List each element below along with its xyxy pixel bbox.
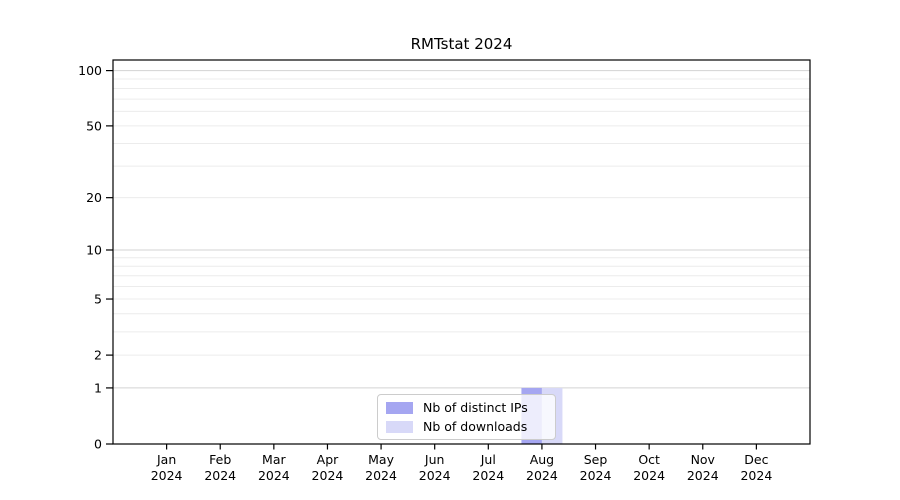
x-tick-label-year: 2024 (687, 468, 719, 483)
x-tick-label-year: 2024 (580, 468, 612, 483)
x-tick-label-year: 2024 (526, 468, 558, 483)
y-tick-label: 100 (78, 63, 102, 78)
x-tick-label-month: Mar (262, 452, 286, 467)
y-tick-label: 50 (86, 118, 102, 133)
y-tick-label: 1 (94, 380, 102, 395)
x-tick-label-month: May (368, 452, 394, 467)
x-tick-label-year: 2024 (740, 468, 772, 483)
legend-label-downloads: Nb of downloads (423, 419, 528, 434)
x-tick-label-month: Apr (317, 452, 339, 467)
x-tick-label-year: 2024 (258, 468, 290, 483)
x-tick-label-year: 2024 (312, 468, 344, 483)
x-tick-label-month: Feb (209, 452, 231, 467)
x-tick-label-month: Jan (156, 452, 176, 467)
legend-item-downloads: Nb of downloads (386, 419, 546, 434)
y-tick-label: 10 (86, 242, 102, 257)
x-tick-label-year: 2024 (151, 468, 183, 483)
legend-item-distinct-ips: Nb of distinct IPs (386, 400, 546, 415)
chart-title: RMTstat 2024 (410, 35, 513, 53)
y-tick-label: 0 (94, 437, 102, 452)
x-tick-label-month: Oct (638, 452, 660, 467)
plot-border (112, 59, 811, 445)
x-tick-label-year: 2024 (472, 468, 504, 483)
x-tick-label-year: 2024 (365, 468, 397, 483)
x-tick-label-year: 2024 (419, 468, 451, 483)
x-tick-label-month: Sep (584, 452, 608, 467)
legend-label-distinct-ips: Nb of distinct IPs (423, 400, 528, 415)
x-tick-label-month: Nov (691, 452, 716, 467)
x-tick-label-month: Aug (530, 452, 554, 467)
legend-swatch-distinct-ips (386, 401, 413, 414)
x-tick-label-month: Jul (480, 452, 496, 467)
x-tick-label-month: Jun (424, 452, 445, 467)
x-tick-label-year: 2024 (204, 468, 236, 483)
legend: Nb of distinct IPs Nb of downloads (377, 394, 556, 440)
x-tick-label-month: Dec (744, 452, 768, 467)
y-tick-label: 20 (86, 190, 102, 205)
legend-swatch-downloads (386, 420, 413, 433)
x-tick-label-year: 2024 (633, 468, 665, 483)
y-tick-label: 5 (94, 292, 102, 307)
y-tick-label: 2 (94, 348, 102, 363)
